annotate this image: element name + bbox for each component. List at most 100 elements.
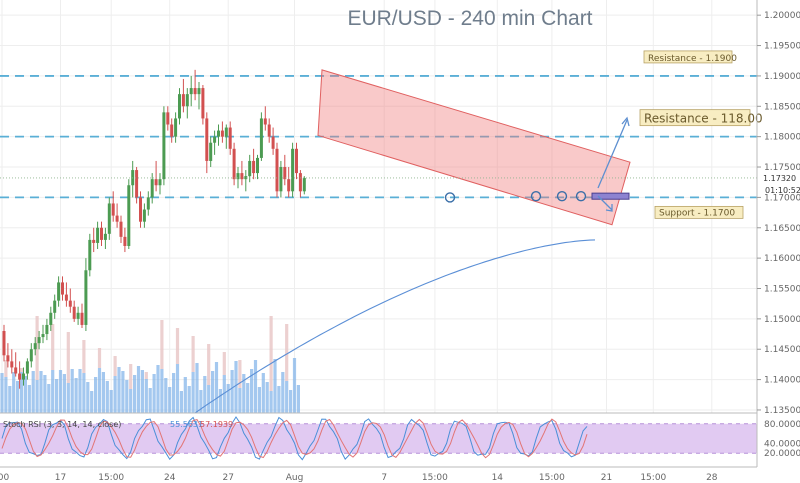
countdown-label: 01:10:52 bbox=[765, 186, 800, 195]
volume-bar bbox=[12, 372, 16, 413]
volume-bar bbox=[164, 378, 168, 413]
volume-bar bbox=[51, 370, 55, 413]
volume-bar bbox=[269, 316, 273, 391]
volume-bar bbox=[19, 368, 24, 372]
support-touch-circle bbox=[530, 190, 542, 202]
candle-body bbox=[178, 94, 181, 119]
level-callout-label: Resistance - 118.00 bbox=[644, 112, 763, 126]
price-tick-label: 1.17000 bbox=[764, 193, 800, 203]
candle-body bbox=[92, 239, 96, 243]
volume-bar bbox=[121, 371, 125, 413]
candle-body bbox=[45, 324, 49, 335]
volume-bar bbox=[179, 391, 183, 413]
breakout-arrow-head bbox=[621, 116, 630, 127]
candle-body bbox=[2, 331, 6, 356]
volume-bar bbox=[35, 380, 39, 413]
volume-bar bbox=[66, 383, 70, 413]
volume-bar bbox=[175, 364, 180, 413]
candle-body bbox=[256, 157, 259, 174]
candle-body bbox=[259, 118, 263, 158]
volume-bar bbox=[113, 356, 117, 376]
level-callout-box bbox=[654, 205, 744, 219]
volume-bar bbox=[101, 372, 105, 413]
volume-bar bbox=[285, 381, 289, 413]
candle-body bbox=[6, 355, 10, 362]
candle-body bbox=[88, 239, 92, 271]
volume-bar bbox=[140, 370, 144, 413]
volume-bar bbox=[90, 391, 94, 413]
time-tick-label: 15:00 bbox=[539, 473, 565, 483]
volume-bar bbox=[74, 378, 78, 413]
volume-bar bbox=[133, 375, 137, 413]
support-touch-circle bbox=[575, 190, 587, 202]
candle-body bbox=[61, 282, 64, 295]
stoch-k-line bbox=[1, 416, 588, 461]
candle-body bbox=[53, 300, 57, 313]
candle-body bbox=[174, 118, 178, 137]
volume-bar bbox=[125, 380, 129, 413]
stoch-label: Stoch RSI (3, 3, 14, 14, close) bbox=[3, 420, 121, 429]
candle-body bbox=[158, 179, 162, 186]
candle-body bbox=[213, 136, 217, 143]
volume-bar bbox=[160, 369, 164, 413]
volume-bar bbox=[113, 376, 117, 413]
breakdown-arrow bbox=[597, 195, 613, 211]
candle-body bbox=[139, 197, 142, 222]
candle-body bbox=[287, 179, 291, 192]
countdown-tag bbox=[757, 183, 800, 196]
volume-bar bbox=[117, 367, 121, 413]
candle-body bbox=[240, 173, 244, 180]
volume-bar bbox=[218, 389, 222, 413]
candle-body bbox=[189, 88, 193, 95]
candle-body bbox=[197, 88, 201, 95]
volume-bar bbox=[292, 358, 297, 413]
candle-body bbox=[170, 124, 174, 137]
breakout-arrow bbox=[597, 119, 628, 189]
volume-bar bbox=[289, 390, 293, 413]
time-tick-label: :00 bbox=[0, 473, 10, 483]
volume-bar bbox=[109, 390, 113, 413]
candle-body bbox=[96, 227, 100, 243]
level-callout-box bbox=[643, 50, 733, 64]
volume-bar bbox=[82, 340, 86, 373]
level-callout-label: Resistance - 1.1900 bbox=[648, 54, 737, 64]
volume-bar bbox=[39, 371, 43, 413]
stoch-tick-label: 20.0000 bbox=[764, 449, 800, 459]
price-tick-label: 1.20000 bbox=[764, 11, 800, 21]
time-tick-label: 14 bbox=[492, 473, 504, 483]
candle-body bbox=[236, 173, 240, 180]
time-tick-label: 7 bbox=[381, 473, 387, 483]
candle-body bbox=[201, 88, 205, 119]
candle-body bbox=[267, 124, 271, 137]
volume-bar bbox=[175, 328, 180, 364]
time-tick-label: 27 bbox=[222, 473, 233, 483]
candle-body bbox=[193, 88, 197, 95]
price-channel bbox=[317, 69, 631, 226]
candle-body bbox=[80, 312, 84, 325]
price-tick-label: 1.13500 bbox=[764, 406, 800, 416]
volume-bar bbox=[94, 377, 98, 413]
candle-body bbox=[22, 373, 25, 380]
candle-body bbox=[84, 270, 88, 325]
candle-body bbox=[232, 148, 236, 180]
candle-body bbox=[57, 282, 61, 301]
candle-body bbox=[41, 334, 45, 338]
volume-bar bbox=[269, 391, 273, 413]
candle-body bbox=[142, 209, 146, 222]
price-tick-label: 1.17500 bbox=[764, 163, 800, 173]
stoch-d-line bbox=[1, 418, 588, 459]
volume-bar bbox=[257, 387, 261, 413]
volume-bar bbox=[211, 371, 215, 413]
volume-bar bbox=[51, 324, 55, 370]
volume-bar bbox=[261, 373, 265, 413]
candle-body bbox=[275, 148, 279, 192]
time-tick-label: Aug bbox=[286, 473, 304, 483]
candle-body bbox=[18, 373, 22, 380]
volume-bar bbox=[160, 320, 164, 369]
volume-bar bbox=[4, 360, 8, 377]
volume-bar bbox=[203, 376, 207, 413]
volume-bar bbox=[230, 370, 234, 413]
candle-body bbox=[252, 160, 256, 174]
volume-bar bbox=[296, 385, 300, 413]
candle-body bbox=[76, 312, 80, 319]
